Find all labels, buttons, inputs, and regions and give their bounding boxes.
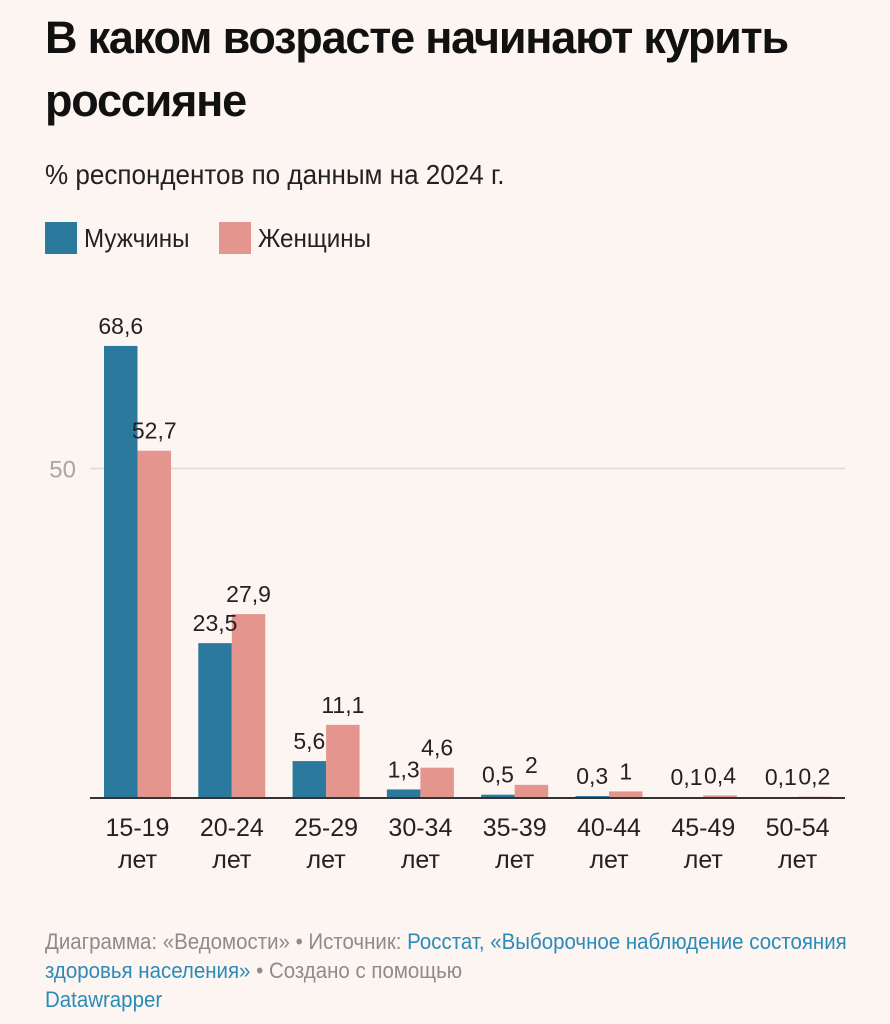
bar-men-25-29: [292, 761, 327, 798]
bar-women-25-29: [326, 724, 360, 798]
bars-layer: [104, 345, 832, 798]
x-tick-label: 25-29: [294, 814, 358, 842]
x-tick-label: 30-34: [388, 814, 452, 842]
value-label: 0,3: [576, 763, 608, 789]
value-label: 68,6: [98, 313, 143, 339]
bar-chart: 50 68,6 52,7 23,5 27,9 5,6 11,1 1,34,6 0,5 2 0,3 1…: [49, 313, 845, 874]
x-tick-label: 45-49: [671, 814, 735, 842]
x-tick-label-unit: лет: [684, 846, 724, 874]
x-axis: 15-19 лет 20-24 лет 25-29 лет 30-34 лет 35-39 лет…: [90, 797, 845, 874]
bar-men-15-19: [104, 345, 138, 798]
bar-men-35-39: [481, 794, 515, 798]
x-tick-label: 15-19: [106, 814, 170, 842]
grid-layer: 50: [49, 457, 845, 484]
x-tick-label-unit: лет: [401, 846, 441, 874]
x-tick-label: 20-24: [200, 814, 264, 842]
value-label: 4,6: [421, 735, 453, 761]
legend-item-men: Мужчины: [45, 222, 197, 254]
legend-swatch-men: [45, 222, 77, 254]
bar-women-20-24: [231, 614, 266, 798]
legend-label-men: Мужчины: [84, 222, 190, 253]
y-tick-label: 50: [49, 457, 76, 484]
value-label: 2: [525, 752, 538, 778]
source-link[interactable]: Росстат, «Выборочное наблюдение состояни…: [45, 929, 847, 983]
bar-women-15-19: [137, 450, 171, 798]
bar-women-40-44: [609, 791, 643, 798]
legend: Мужчины Женщины: [45, 222, 402, 254]
x-tick-label-unit: лет: [495, 846, 535, 874]
x-tick-label-unit: лет: [212, 846, 252, 874]
chart-footer: Диаграмма: «Ведомости» • Источник: Росст…: [45, 927, 863, 1014]
x-tick-label-unit: лет: [118, 846, 158, 874]
value-label: 0,2: [798, 764, 830, 790]
x-tick-label-unit: лет: [307, 846, 347, 874]
x-tick-label: 50-54: [766, 814, 830, 842]
value-label: 52,7: [132, 418, 177, 444]
value-label: 0,5: [482, 762, 514, 788]
value-label: 23,5: [193, 610, 238, 636]
chart-title: В каком возрасте начинают курить россиян…: [45, 12, 789, 126]
bar-men-30-34: [386, 789, 421, 798]
bar-women-35-39: [514, 784, 549, 798]
value-label: 1,3: [388, 756, 420, 782]
chart-subtitle: % респондентов по данным на 2024 г.: [45, 159, 505, 190]
value-label: 1: [619, 758, 632, 784]
bar-women-45-49: [703, 795, 737, 798]
footer-credit: Диаграмма: «Ведомости» • Источник:: [45, 929, 408, 954]
bar-men-20-24: [198, 643, 232, 798]
value-label: 0,1: [765, 764, 797, 790]
x-tick-label-unit: лет: [589, 846, 629, 874]
legend-item-women: Женщины: [219, 222, 379, 254]
value-label: 27,9: [226, 581, 271, 607]
value-label: 0,4: [704, 762, 736, 788]
legend-swatch-women: [219, 222, 252, 254]
value-label: 11,1: [321, 692, 364, 718]
x-tick-label: 35-39: [483, 814, 547, 842]
value-label: 0,1: [671, 764, 703, 790]
footer-created-with: • Создано с помощью: [250, 958, 463, 983]
legend-label-women: Женщины: [258, 222, 372, 253]
datawrapper-link[interactable]: Datawrapper: [45, 987, 163, 1012]
x-tick-label: 40-44: [577, 814, 641, 842]
value-label: 5,6: [293, 728, 325, 754]
bar-women-30-34: [420, 767, 454, 798]
x-tick-label-unit: лет: [778, 846, 818, 874]
value-labels-layer: 68,6 52,7 23,5 27,9 5,6 11,1 1,34,6 0,5 2 0,3 1 0,1…: [98, 313, 830, 790]
